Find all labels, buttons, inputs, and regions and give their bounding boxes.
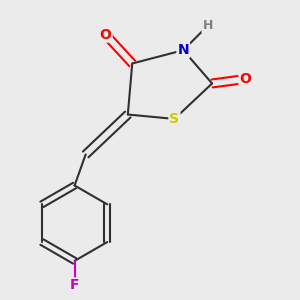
Text: H: H (202, 19, 213, 32)
Text: F: F (70, 278, 79, 292)
Text: S: S (169, 112, 179, 126)
Text: O: O (100, 28, 112, 42)
Text: O: O (239, 72, 251, 86)
Text: N: N (178, 43, 189, 57)
